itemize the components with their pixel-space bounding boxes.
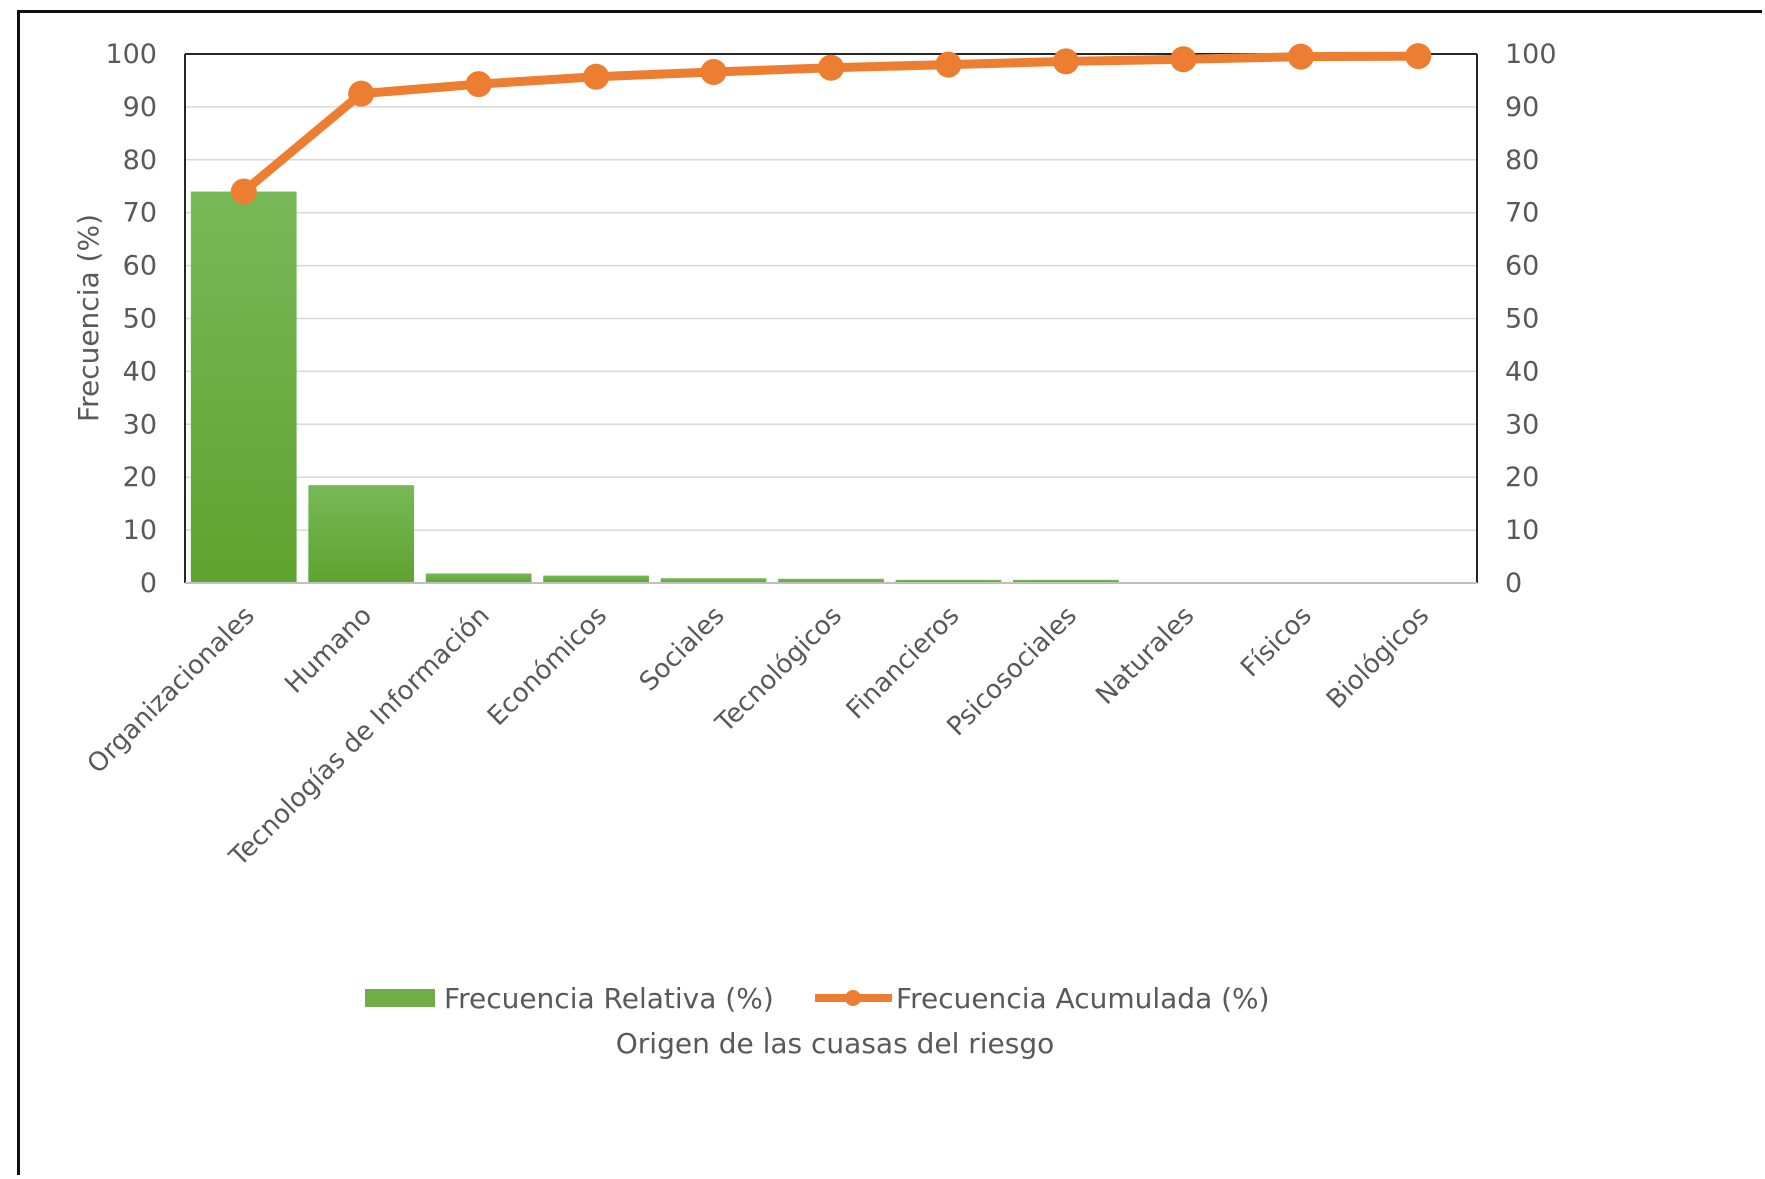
cumulative-point [1405, 43, 1432, 70]
y-tick-label-left: 100 [105, 39, 157, 70]
bar [660, 578, 767, 583]
y-tick-label-left: 80 [123, 145, 157, 176]
y2-tick-label-right: 90 [1505, 92, 1539, 123]
y-tick-label-left: 20 [123, 462, 157, 493]
x-tick-label: Humano [279, 601, 378, 700]
y-tick-label-left: 70 [123, 198, 157, 229]
bar [308, 485, 415, 583]
legend-label-bar: Frecuencia Relativa (%) [444, 982, 774, 1015]
legend-label-line: Frecuencia Acumulada (%) [896, 982, 1270, 1015]
bar [425, 573, 532, 583]
y-tick-label-left: 90 [123, 92, 157, 123]
y2-tick-label-right: 0 [1505, 568, 1522, 599]
y2-tick-label-right: 60 [1505, 251, 1539, 282]
cumulative-point [583, 63, 610, 90]
bar [190, 191, 297, 584]
pareto-chart: 0 0 10 10 20 20 30 30 40 40 50 50 60 60 70 70 80 80 90 90 10… [72, 39, 1557, 1060]
cumulative-point [935, 51, 962, 78]
cumulative-point [348, 80, 375, 107]
cumulative-point [1287, 43, 1314, 70]
cumulative-point [818, 54, 844, 81]
y2-tick-label-right: 40 [1505, 356, 1539, 387]
y-tick-label-left: 0 [140, 568, 157, 599]
bar [895, 579, 1002, 583]
y2-tick-label-right: 20 [1505, 462, 1539, 493]
cumulative-point [1170, 46, 1197, 73]
y-tick-label-left: 40 [123, 356, 157, 387]
x-tick-label: Físicos [1235, 601, 1318, 684]
x-axis-title: Origen de las cuasas del riesgo [616, 1027, 1055, 1060]
x-tick-label: Biológicos [1321, 601, 1435, 715]
bar [778, 578, 884, 583]
y2-tick-label-right: 100 [1505, 39, 1557, 70]
y-axis-title: Frecuencia (%) [72, 214, 105, 422]
bar [543, 575, 649, 583]
y2-tick-label-right: 80 [1505, 145, 1539, 176]
y-tick-label-left: 50 [123, 304, 157, 335]
cumulative-point [465, 71, 492, 98]
legend-swatch-marker [845, 990, 861, 1006]
x-tick-label: Naturales [1090, 601, 1200, 711]
y2-tick-label-right: 30 [1505, 409, 1539, 440]
y-tick-label-left: 30 [123, 409, 157, 440]
bar [1013, 579, 1119, 583]
x-tick-label: Tecnológicos [710, 601, 848, 739]
chart-frame: 0 0 10 10 20 20 30 30 40 40 50 50 60 60 70 70 80 80 90 90 10… [17, 10, 1762, 1175]
y2-tick-label-right: 70 [1505, 198, 1539, 229]
y2-tick-label-right: 50 [1505, 304, 1539, 335]
cumulative-point [1052, 48, 1079, 75]
y2-tick-label-right: 10 [1505, 515, 1539, 546]
x-tick-label: Organizacionales [82, 601, 261, 780]
y-tick-label-left: 60 [123, 251, 157, 282]
cumulative-point [230, 178, 257, 205]
x-tick-label: Financieros [841, 601, 966, 726]
cumulative-point [700, 58, 727, 85]
legend-swatch-bar [365, 989, 435, 1007]
x-tick-label: Económicos [482, 601, 613, 732]
x-tick-label: Sociales [634, 601, 731, 698]
x-tick-label: Tecnologías de Información [223, 601, 495, 873]
y-tick-label-left: 10 [123, 515, 157, 546]
